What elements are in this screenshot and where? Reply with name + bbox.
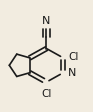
- Text: N: N: [42, 16, 51, 26]
- Text: Cl: Cl: [68, 52, 79, 62]
- Text: N: N: [68, 68, 77, 78]
- Text: Cl: Cl: [41, 89, 52, 99]
